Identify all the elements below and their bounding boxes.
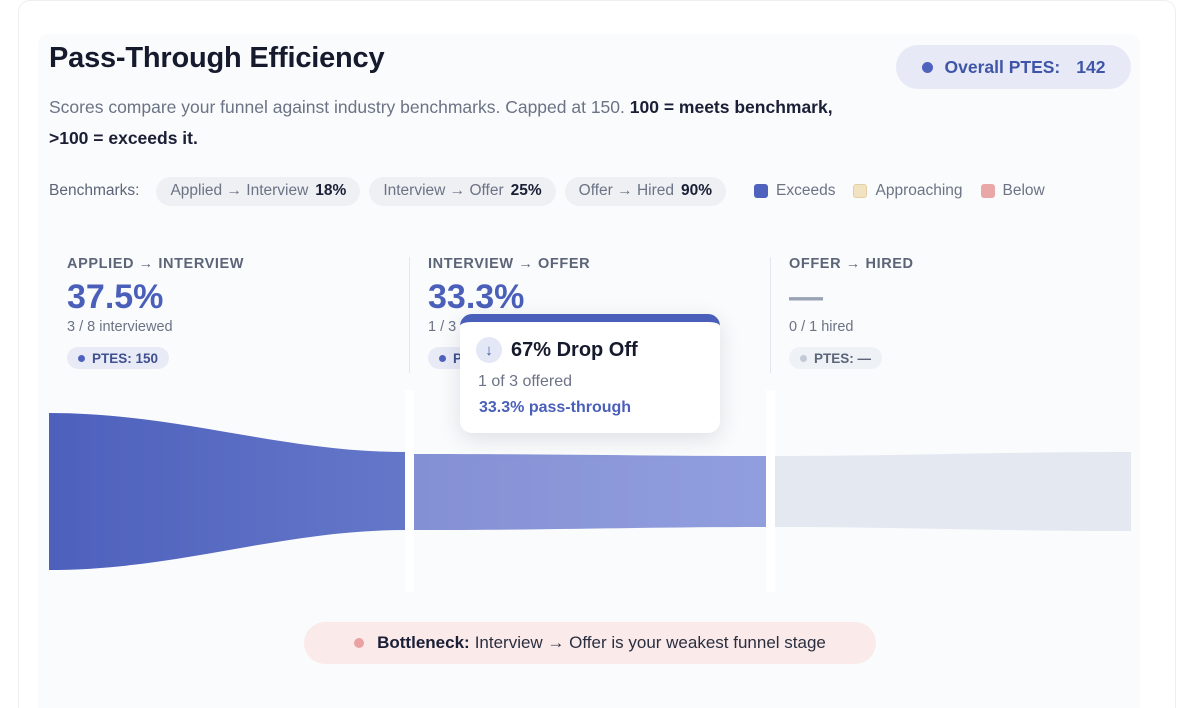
subtitle-emphasis: 100 = meets benchmark, >100 = exceeds it…: [49, 97, 833, 148]
benchmark-pill: Offer → Hired 90%: [564, 176, 727, 206]
flow-segment-applied-interview[interactable]: [49, 413, 405, 570]
legend: Exceeds Approaching Below: [754, 182, 1045, 200]
stage-offer-hired[interactable]: OFFER → HIRED — 0 / 1 hired PTES: —: [789, 256, 914, 369]
stage-count: 3 / 8 interviewed: [67, 319, 173, 335]
stage-label: APPLIED → INTERVIEW: [67, 256, 245, 272]
stage-applied-interview[interactable]: APPLIED → INTERVIEW 37.5% 3 / 8 intervie…: [67, 256, 244, 369]
legend-item-approaching: Approaching: [853, 182, 963, 200]
overall-ptes-badge[interactable]: Overall PTES: 142: [896, 45, 1131, 89]
legend-swatch: [980, 184, 995, 198]
legend-label: Below: [1002, 182, 1045, 199]
ptes-dot-icon: [78, 354, 85, 362]
stage-label: OFFER → HIRED: [789, 256, 914, 272]
flow-gap-divider: [405, 390, 414, 592]
stage-percent: 37.5%: [67, 278, 164, 316]
arrow-down-icon: ↓: [476, 337, 502, 363]
benchmark-pill: Interview → Offer 25%: [369, 176, 556, 206]
stage-count: 0 / 1 hired: [789, 319, 854, 335]
flow-gap-divider: [766, 390, 775, 592]
ptes-value: P: [453, 350, 463, 366]
warning-dot-icon: [354, 638, 365, 648]
ptes-value: PTES: —: [814, 350, 872, 366]
bottleneck-banner: Bottleneck: Interview → Offer is your we…: [304, 622, 876, 664]
overall-value: 142: [1076, 56, 1106, 77]
legend-item-below: Below: [980, 182, 1045, 200]
benchmark-value: 25%: [510, 182, 542, 199]
legend-label: Approaching: [875, 182, 963, 199]
stage-divider: [770, 257, 771, 373]
legend-label: Exceeds: [776, 182, 836, 199]
legend-item-exceeds: Exceeds: [754, 182, 835, 200]
subtitle-text: Scores compare your funnel against indus…: [49, 97, 625, 117]
overall-label: Overall PTES:: [944, 56, 1061, 77]
status-dot-icon: [921, 61, 933, 73]
benchmarks-row: Benchmarks: Applied → Interview 18% Inte…: [49, 176, 1134, 206]
tooltip-header: ↓ 67% Drop Off: [476, 337, 638, 363]
legend-swatch: [754, 184, 769, 198]
subtitle: Scores compare your funnel against indus…: [49, 92, 849, 154]
drop-off-tooltip: ↓ 67% Drop Off 1 of 3 offered 33.3% pass…: [460, 314, 720, 433]
ptes-dot-icon: [800, 354, 807, 362]
benchmark-value: 18%: [315, 182, 347, 199]
flow-segment-offer-hired[interactable]: [775, 452, 1131, 531]
bottleneck-label: Bottleneck:: [377, 633, 470, 652]
ptes-value: PTES: 150: [92, 350, 159, 366]
stage-divider: [409, 257, 410, 373]
benchmark-name: Offer → Hired: [578, 182, 674, 199]
page-title: Pass-Through Efficiency: [49, 42, 385, 74]
flow-segment-interview-offer[interactable]: [414, 454, 766, 530]
stage-percent: 33.3%: [428, 278, 525, 316]
benchmarks-label: Benchmarks:: [49, 182, 140, 199]
tooltip-title: 67% Drop Off: [511, 338, 638, 361]
stage-percent: —: [789, 278, 823, 316]
tooltip-subtext: 1 of 3 offered: [478, 373, 572, 390]
ptes-dot-icon: [439, 354, 446, 362]
benchmark-value: 90%: [681, 182, 713, 199]
benchmark-name: Applied → Interview: [170, 182, 309, 199]
benchmark-pill: Applied → Interview 18%: [156, 176, 361, 206]
legend-swatch: [853, 184, 868, 198]
benchmark-name: Interview → Offer: [383, 182, 504, 199]
bottleneck-text: Interview → Offer is your weakest funnel…: [474, 633, 826, 652]
stage-label: INTERVIEW → OFFER: [428, 256, 591, 272]
ptes-badge: PTES: 150: [67, 347, 170, 369]
tooltip-pass-through: 33.3% pass-through: [479, 399, 632, 416]
ptes-badge: PTES: —: [789, 347, 883, 369]
stage-count: 1 / 3: [428, 319, 457, 335]
